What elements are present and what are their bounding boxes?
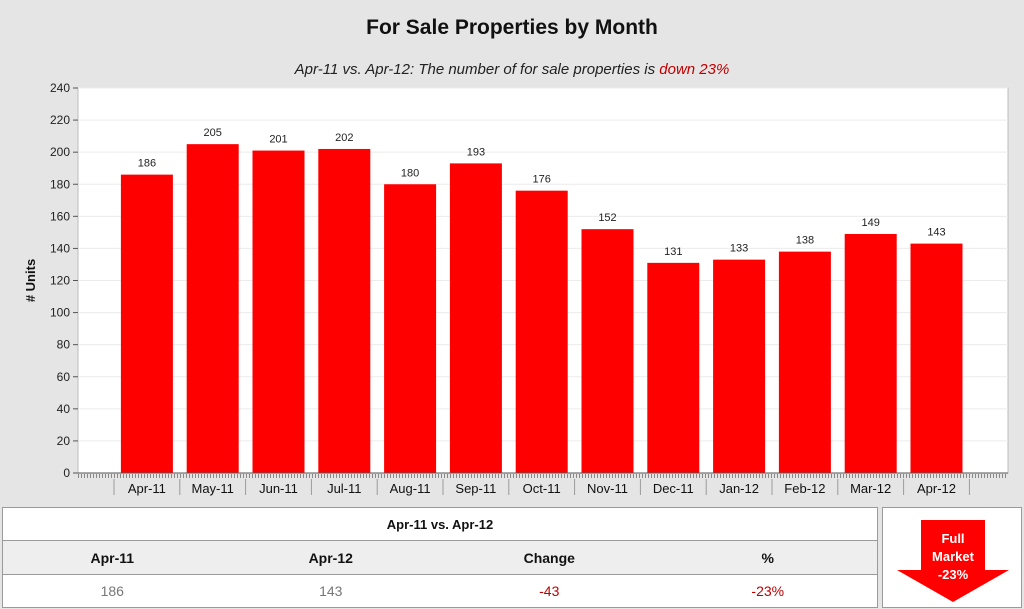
x-tick-label: Jun-11 xyxy=(259,481,298,496)
x-tick-label: Nov-11 xyxy=(587,481,628,496)
bar-value-label: 186 xyxy=(138,158,156,170)
x-tick-label: May-11 xyxy=(192,481,234,496)
bar-value-label: 149 xyxy=(862,217,880,229)
y-axis-label: # Units xyxy=(23,259,38,302)
bar xyxy=(384,184,437,473)
bar xyxy=(778,251,831,473)
summary-col-apr12: Apr-12 xyxy=(308,549,353,566)
y-tick-label: 60 xyxy=(57,370,71,384)
y-tick-label: 80 xyxy=(57,338,71,352)
x-tick-label: Jan-12 xyxy=(719,481,759,496)
summary-heading: Apr-11 vs. Apr-12 xyxy=(3,508,877,541)
y-tick-label: 0 xyxy=(63,466,70,480)
x-tick-label: Apr-11 xyxy=(128,481,166,496)
x-tick-label: Feb-12 xyxy=(784,481,825,496)
summary-val-percent: -23% xyxy=(751,583,785,599)
subtitle-highlight: down 23% xyxy=(659,61,730,78)
x-tick-label: Aug-11 xyxy=(390,481,431,496)
summary-header-row: Apr-11 Apr-12 Change % xyxy=(3,541,877,575)
summary-val-apr11: 186 xyxy=(100,583,124,599)
bar-value-label: 193 xyxy=(467,146,485,158)
x-tick-label: Oct-11 xyxy=(523,481,561,496)
bar xyxy=(318,148,371,474)
y-tick-label: 120 xyxy=(50,274,70,288)
badge-line-market: Market xyxy=(932,549,974,564)
bar xyxy=(581,229,634,473)
bar xyxy=(449,163,502,474)
y-tick-label: 100 xyxy=(50,306,70,320)
bar xyxy=(713,259,766,473)
summary-col-apr11: Apr-11 xyxy=(90,549,135,566)
bar-value-label: 138 xyxy=(796,235,814,247)
y-tick-label: 160 xyxy=(50,209,70,223)
subtitle-text: Apr-11 vs. Apr-12: The number of for sal… xyxy=(294,61,660,78)
bar-value-label: 202 xyxy=(335,132,353,144)
summary-col-percent: % xyxy=(761,549,774,566)
bar xyxy=(647,262,700,473)
x-tick-label: Sep-11 xyxy=(455,481,496,496)
y-tick-label: 240 xyxy=(50,81,70,95)
full-market-badge: Full Market -23% xyxy=(882,507,1022,608)
bar xyxy=(186,144,239,474)
bar xyxy=(252,150,305,473)
bar xyxy=(120,174,173,473)
bar xyxy=(910,243,963,473)
chart-title: For Sale Properties by Month xyxy=(366,16,658,39)
y-tick-label: 40 xyxy=(57,402,71,416)
summary-table: Apr-11 vs. Apr-12 Apr-11 Apr-12 Change %… xyxy=(2,507,878,608)
y-tick-label: 20 xyxy=(57,434,71,448)
summary-col-change: Change xyxy=(523,549,575,566)
bar-value-label: 201 xyxy=(269,134,287,146)
summary-val-apr12: 143 xyxy=(319,583,343,599)
y-tick-label: 200 xyxy=(50,145,70,159)
bar xyxy=(515,190,568,473)
x-tick-label: Jul-11 xyxy=(327,481,361,496)
bar-chart: 0 20 40 60 80 100 120 140 160 180 200 220 240 # Units… xyxy=(23,81,1009,496)
summary-value-row: 186 143 -43 -23% xyxy=(3,575,877,607)
bar-value-label: 180 xyxy=(401,167,419,179)
bar-value-label: 205 xyxy=(204,127,222,139)
bar-value-label: 143 xyxy=(927,227,945,239)
x-tick-label: Apr-12 xyxy=(917,481,956,496)
y-tick-label: 220 xyxy=(50,113,70,127)
bar-value-label: 131 xyxy=(664,246,682,258)
x-tick-label: Dec-11 xyxy=(653,481,694,496)
summary-val-change: -43 xyxy=(539,583,560,599)
y-tick-label: 140 xyxy=(50,241,70,255)
bar-value-label: 133 xyxy=(730,243,748,255)
down-arrow-icon xyxy=(897,520,1009,602)
badge-line-full: Full xyxy=(941,531,965,546)
bar xyxy=(844,233,897,473)
y-tick-label: 180 xyxy=(50,177,70,191)
x-tick-label: Mar-12 xyxy=(850,481,891,496)
bar-value-label: 152 xyxy=(598,212,616,224)
badge-line-percent: -23% xyxy=(937,567,969,582)
bar-value-label: 176 xyxy=(533,174,551,186)
chart-subtitle: Apr-11 vs. Apr-12: The number of for sal… xyxy=(0,61,1024,78)
